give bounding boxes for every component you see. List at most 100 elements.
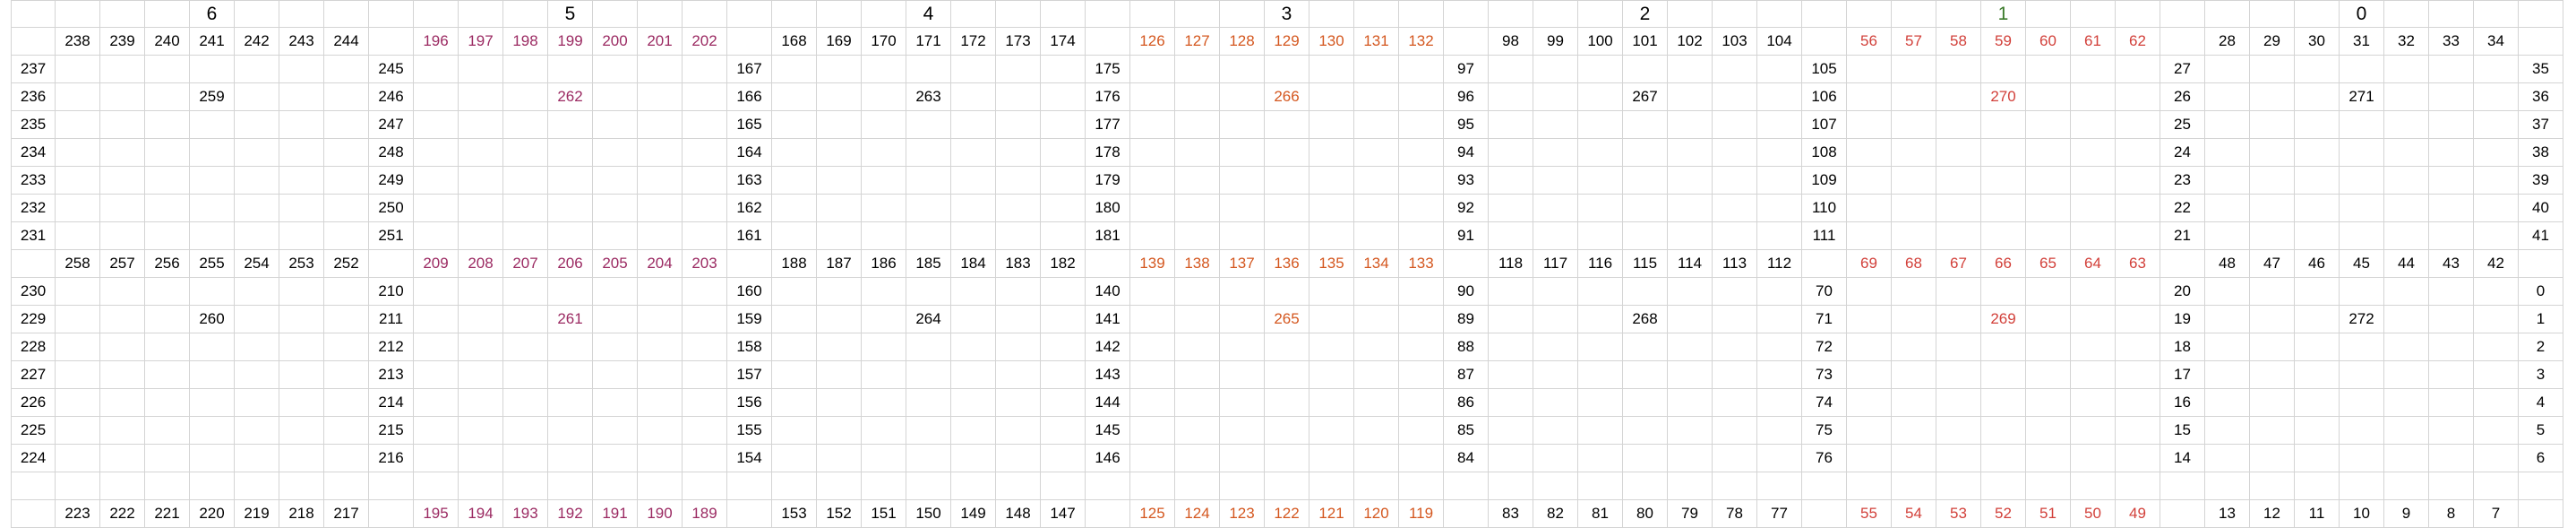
bottom-cell[interactable]: 11 — [2295, 500, 2340, 528]
top-cell[interactable]: 238 — [56, 28, 100, 56]
side-cell[interactable]: 20 — [2160, 278, 2205, 306]
block-header[interactable]: 6 — [190, 0, 235, 28]
empty-cell[interactable] — [2429, 222, 2474, 250]
empty-cell[interactable] — [235, 306, 279, 333]
empty-cell[interactable] — [1713, 445, 1757, 472]
side-cell[interactable]: 161 — [727, 222, 772, 250]
empty-cell[interactable] — [1041, 389, 1086, 417]
empty-cell[interactable] — [1220, 278, 1265, 306]
side-cell[interactable]: 2 — [2519, 333, 2563, 361]
side-cell[interactable]: 85 — [1444, 417, 1489, 445]
middle-cell[interactable]: 206 — [548, 250, 593, 278]
empty-cell[interactable] — [1041, 472, 1086, 500]
empty-cell[interactable] — [414, 389, 459, 417]
empty-cell[interactable] — [1399, 167, 1444, 195]
top-cell[interactable]: 242 — [235, 28, 279, 56]
empty-cell[interactable] — [2340, 417, 2384, 445]
empty-cell[interactable] — [862, 167, 906, 195]
empty-cell[interactable] — [2384, 0, 2429, 28]
empty-cell[interactable] — [459, 139, 503, 167]
empty-cell[interactable] — [100, 222, 145, 250]
side-cell[interactable]: 26 — [2160, 83, 2205, 111]
middle-cell[interactable]: 256 — [145, 250, 190, 278]
middle-cell[interactable]: 44 — [2384, 250, 2429, 278]
empty-cell[interactable] — [1354, 417, 1399, 445]
empty-cell[interactable] — [772, 333, 817, 361]
empty-cell[interactable] — [2474, 389, 2519, 417]
empty-cell[interactable] — [593, 222, 638, 250]
side-cell[interactable]: 39 — [2519, 167, 2563, 195]
empty-cell[interactable] — [1130, 389, 1175, 417]
empty-cell[interactable] — [1175, 445, 1220, 472]
empty-cell[interactable] — [2474, 333, 2519, 361]
empty-cell[interactable] — [862, 389, 906, 417]
empty-cell[interactable] — [1489, 445, 1533, 472]
empty-cell[interactable] — [1533, 472, 1578, 500]
empty-cell[interactable] — [593, 195, 638, 222]
empty-cell[interactable] — [1399, 222, 1444, 250]
bottom-cell[interactable]: 221 — [145, 500, 190, 528]
empty-cell[interactable] — [2205, 83, 2250, 111]
empty-cell[interactable] — [459, 167, 503, 195]
empty-cell[interactable] — [1981, 222, 2026, 250]
side-cell[interactable]: 93 — [1444, 167, 1489, 195]
empty-cell[interactable] — [2429, 389, 2474, 417]
empty-cell[interactable] — [1757, 361, 1802, 389]
side-cell[interactable]: 25 — [2160, 111, 2205, 139]
empty-cell[interactable] — [2026, 222, 2071, 250]
bottom-cell[interactable]: 13 — [2205, 500, 2250, 528]
side-cell[interactable]: 0 — [2519, 278, 2563, 306]
empty-cell[interactable] — [1130, 306, 1175, 333]
empty-cell[interactable] — [2071, 111, 2116, 139]
empty-cell[interactable] — [1981, 472, 2026, 500]
middle-cell[interactable]: 186 — [862, 250, 906, 278]
empty-cell[interactable] — [459, 417, 503, 445]
empty-cell[interactable] — [1936, 333, 1981, 361]
empty-cell[interactable] — [1892, 389, 1936, 417]
empty-cell[interactable] — [1713, 0, 1757, 28]
empty-cell[interactable] — [1533, 83, 1578, 111]
empty-cell[interactable] — [1847, 306, 1892, 333]
empty-cell[interactable] — [324, 111, 369, 139]
empty-cell[interactable] — [190, 195, 235, 222]
top-cell[interactable]: 98 — [1489, 28, 1533, 56]
empty-cell[interactable] — [2519, 472, 2563, 500]
side-cell[interactable]: 216 — [369, 445, 414, 472]
empty-cell[interactable] — [548, 139, 593, 167]
empty-cell[interactable] — [1489, 417, 1533, 445]
empty-cell[interactable] — [951, 83, 996, 111]
empty-cell[interactable] — [414, 333, 459, 361]
side-cell[interactable]: 1 — [2519, 306, 2563, 333]
empty-cell[interactable] — [1668, 361, 1713, 389]
empty-cell[interactable] — [1354, 445, 1399, 472]
empty-cell[interactable] — [279, 333, 324, 361]
empty-cell[interactable] — [2116, 139, 2160, 167]
empty-cell[interactable] — [1309, 417, 1354, 445]
empty-cell[interactable] — [1936, 111, 1981, 139]
bottom-cell[interactable]: 220 — [190, 500, 235, 528]
empty-cell[interactable] — [772, 278, 817, 306]
empty-cell[interactable] — [772, 417, 817, 445]
empty-cell[interactable] — [1533, 167, 1578, 195]
empty-cell[interactable] — [1041, 361, 1086, 389]
empty-cell[interactable] — [1354, 139, 1399, 167]
bottom-cell[interactable]: 120 — [1354, 500, 1399, 528]
empty-cell[interactable] — [2116, 472, 2160, 500]
empty-cell[interactable] — [1130, 222, 1175, 250]
bottom-cell[interactable]: 77 — [1757, 500, 1802, 528]
side-cell[interactable]: 213 — [369, 361, 414, 389]
empty-cell[interactable] — [1892, 139, 1936, 167]
empty-cell[interactable] — [817, 389, 862, 417]
middle-cell[interactable]: 258 — [56, 250, 100, 278]
side-cell[interactable]: 145 — [1086, 417, 1130, 445]
empty-cell[interactable] — [2474, 111, 2519, 139]
top-cell[interactable]: 240 — [145, 28, 190, 56]
empty-cell[interactable] — [279, 389, 324, 417]
empty-cell[interactable] — [2071, 445, 2116, 472]
empty-cell[interactable] — [56, 111, 100, 139]
empty-cell[interactable] — [145, 83, 190, 111]
empty-cell[interactable] — [2250, 222, 2295, 250]
empty-cell[interactable] — [817, 278, 862, 306]
empty-cell[interactable] — [503, 167, 548, 195]
empty-cell[interactable] — [996, 167, 1041, 195]
